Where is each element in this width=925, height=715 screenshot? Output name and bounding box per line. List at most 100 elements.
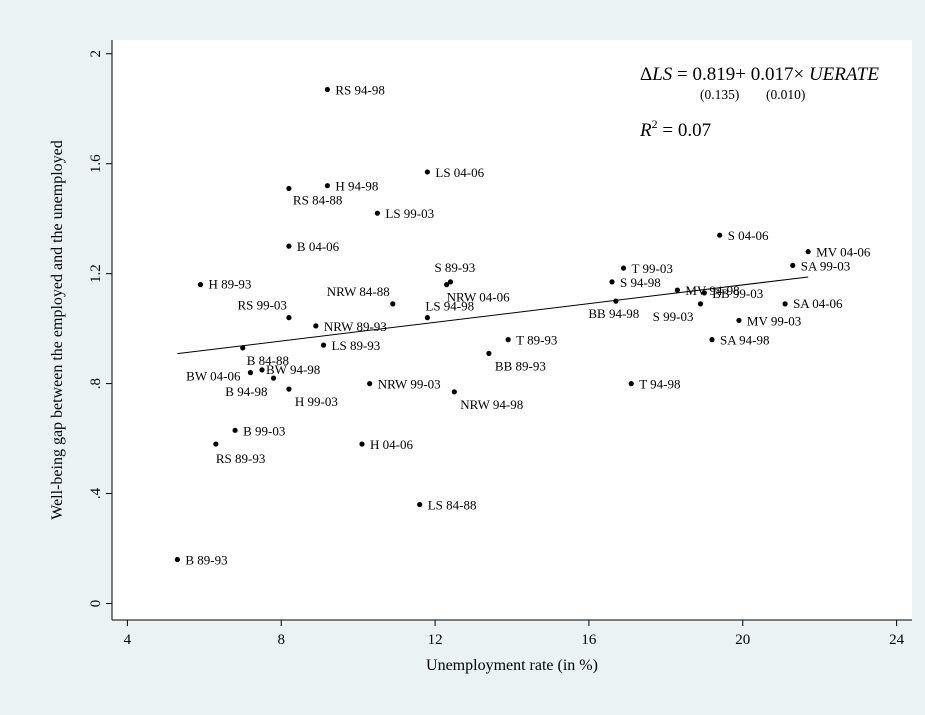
x-tick-label: 20 bbox=[735, 632, 750, 648]
point-label: B 99-03 bbox=[243, 423, 285, 438]
equation-se-const: (0.135) bbox=[700, 87, 739, 102]
point-label: MV 99-03 bbox=[747, 313, 801, 328]
data-point bbox=[247, 370, 254, 376]
data-point bbox=[313, 323, 319, 329]
data-point bbox=[286, 386, 292, 392]
data-point bbox=[197, 282, 204, 288]
y-tick-label: 1.2 bbox=[88, 264, 104, 283]
point-label: NRW 99-03 bbox=[378, 377, 441, 392]
y-tick-label: .4 bbox=[88, 487, 104, 499]
data-point bbox=[286, 315, 292, 321]
point-label: S 89-93 bbox=[434, 260, 475, 275]
equation-variable: UERATE bbox=[809, 64, 879, 85]
data-point bbox=[424, 315, 430, 321]
data-point bbox=[213, 441, 219, 447]
data-point bbox=[717, 232, 723, 238]
data-point bbox=[259, 367, 265, 373]
point-label: MV 94-98 bbox=[685, 283, 739, 298]
y-tick-label: 1.6 bbox=[88, 154, 104, 173]
data-point bbox=[805, 249, 811, 255]
x-tick-label: 4 bbox=[124, 632, 132, 648]
point-label: RS 89-93 bbox=[216, 451, 265, 466]
point-label: B 04-06 bbox=[297, 239, 340, 254]
r-squared-exponent: 2 bbox=[652, 117, 658, 131]
point-label: B 84-88 bbox=[247, 353, 289, 368]
data-point bbox=[417, 501, 423, 508]
point-label: BW 94-98 bbox=[266, 362, 320, 377]
axes: 0.4.81.21.624 8 12 16 20 24 bbox=[88, 40, 912, 648]
x-axis-title: Unemployment rate (in %) bbox=[426, 657, 598, 674]
point-label: RS 94-98 bbox=[335, 82, 384, 97]
data-point bbox=[613, 298, 619, 304]
x-tick-label: 24 bbox=[889, 632, 905, 648]
point-label: B 89-93 bbox=[185, 553, 227, 568]
data-point bbox=[240, 345, 246, 351]
data-point bbox=[367, 381, 373, 387]
point-label: H 89-93 bbox=[208, 277, 251, 292]
data-point bbox=[628, 381, 634, 387]
point-label: NRW 04-06 bbox=[447, 290, 510, 305]
point-label: H 04-06 bbox=[370, 437, 413, 452]
point-label: S 99-03 bbox=[653, 309, 694, 324]
data-point bbox=[620, 265, 627, 271]
point-label: LS 99-03 bbox=[385, 206, 434, 221]
data-point bbox=[674, 287, 680, 293]
y-axis-title: Well-being gap between the employed and … bbox=[49, 140, 66, 519]
regression-equation: ΔLS = 0.819+ 0.017× UERATE (0.135) (0.01… bbox=[639, 64, 879, 141]
point-label: B 94-98 bbox=[225, 384, 267, 399]
data-point bbox=[174, 556, 180, 563]
fit-line bbox=[177, 276, 809, 355]
data-point bbox=[324, 86, 330, 93]
data-point bbox=[451, 389, 457, 395]
data-point bbox=[232, 427, 238, 433]
point-label: NRW 84-88 bbox=[327, 284, 390, 299]
plot-area bbox=[112, 40, 912, 620]
point-label: BW 04-06 bbox=[186, 369, 241, 384]
data-point bbox=[709, 337, 715, 343]
point-label: H 99-03 bbox=[295, 394, 338, 409]
point-label: NRW 89-93 bbox=[324, 319, 387, 334]
point-label: T 99-03 bbox=[632, 261, 673, 276]
y-tick-label: .8 bbox=[88, 378, 104, 389]
x-tick-label: 16 bbox=[581, 632, 597, 648]
equation-text: ΔLS = 0.819+ 0.017× UERATE bbox=[640, 64, 879, 85]
point-label: SA 04-06 bbox=[793, 296, 843, 311]
data-point bbox=[697, 301, 704, 307]
point-label: BB 94-98 bbox=[588, 306, 639, 321]
point-label: LS 94-98 bbox=[425, 299, 474, 314]
point-label: H 94-98 bbox=[335, 179, 378, 194]
point-label: LS 89-93 bbox=[332, 338, 381, 353]
data-point bbox=[424, 169, 430, 175]
data-point bbox=[736, 317, 742, 323]
point-label: S 94-98 bbox=[620, 275, 661, 290]
data-point bbox=[447, 279, 454, 285]
point-label: RS 84-88 bbox=[293, 192, 342, 207]
data-point bbox=[790, 262, 796, 269]
point-label: LS 84-88 bbox=[428, 498, 477, 513]
y-tick-label: 0 bbox=[88, 600, 104, 608]
data-point bbox=[324, 183, 330, 189]
data-point bbox=[286, 243, 292, 249]
data-point bbox=[486, 350, 492, 356]
point-label: T 94-98 bbox=[639, 377, 680, 392]
r-squared-value: = 0.07 bbox=[658, 120, 711, 141]
data-point bbox=[374, 210, 380, 216]
equation-lhs: LS bbox=[651, 64, 673, 85]
point-label: NRW 94-98 bbox=[460, 397, 523, 412]
x-tick-label: 12 bbox=[428, 632, 443, 648]
data-point bbox=[701, 290, 707, 296]
fit-line-group bbox=[177, 276, 809, 355]
point-label: BB 99-03 bbox=[712, 286, 763, 301]
point-label: S 04-06 bbox=[728, 228, 769, 243]
point-label: SA 94-98 bbox=[720, 333, 769, 348]
data-point bbox=[505, 337, 511, 343]
point-label: SA 99-03 bbox=[801, 258, 850, 273]
data-point bbox=[286, 185, 292, 192]
point-label: T 89-93 bbox=[516, 333, 557, 348]
equation-coefficients: = 0.819+ 0.017× bbox=[672, 64, 809, 85]
data-point bbox=[359, 441, 365, 447]
y-tick-label: 2 bbox=[88, 50, 104, 58]
data-point bbox=[270, 375, 277, 381]
